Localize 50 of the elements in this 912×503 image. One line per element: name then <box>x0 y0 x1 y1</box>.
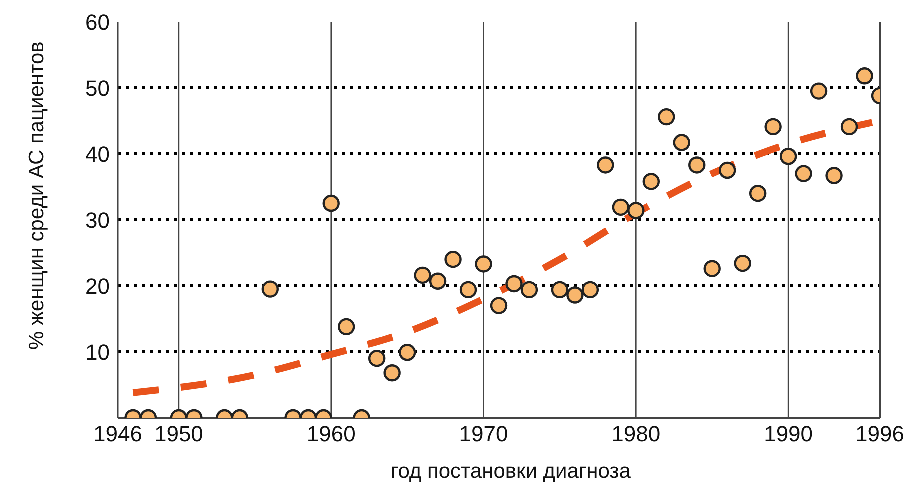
point <box>856 68 874 85</box>
x-tick-label: 1980 <box>612 422 661 447</box>
point <box>704 260 721 278</box>
point <box>506 275 523 293</box>
point <box>612 198 630 216</box>
y-tick-label: 30 <box>86 208 110 233</box>
point <box>749 185 767 202</box>
point <box>642 173 660 190</box>
point <box>520 281 538 299</box>
point <box>444 251 462 268</box>
point <box>384 364 401 382</box>
point <box>764 118 782 136</box>
point <box>429 272 447 290</box>
y-tick-label: 20 <box>86 274 110 299</box>
point <box>826 167 843 184</box>
point <box>734 254 752 272</box>
point <box>262 280 279 298</box>
x-tick-label: 1970 <box>459 422 508 447</box>
x-tick-label: 1990 <box>764 422 814 447</box>
point <box>688 156 706 174</box>
point <box>795 165 812 182</box>
point <box>551 281 569 299</box>
x-tick-label: 1950 <box>154 422 204 447</box>
point <box>719 162 736 180</box>
point <box>460 281 478 299</box>
point <box>322 194 340 212</box>
point <box>840 118 858 136</box>
y-axis-title: % женщин среди АС пациентов <box>25 42 48 350</box>
x-tick-label: 1996 <box>856 422 904 447</box>
point <box>368 350 386 368</box>
point <box>414 266 432 284</box>
y-tick-label: 40 <box>86 142 110 167</box>
point <box>628 202 645 220</box>
x-tick-label: 1946 <box>94 422 142 447</box>
point <box>490 297 508 314</box>
x-axis-title: год постановки диагноза <box>390 460 632 484</box>
x-tick-label: 1960 <box>306 422 356 447</box>
point <box>338 318 356 336</box>
point <box>673 134 690 152</box>
y-tick-label: 60 <box>86 10 110 35</box>
point <box>398 344 416 362</box>
point <box>658 108 676 126</box>
y-tick-label: 10 <box>86 340 110 365</box>
y-tick-label: 50 <box>86 76 110 101</box>
point <box>780 148 798 166</box>
point <box>597 156 614 174</box>
point <box>475 256 492 273</box>
point <box>582 281 600 299</box>
point <box>810 82 828 100</box>
point <box>566 286 584 304</box>
